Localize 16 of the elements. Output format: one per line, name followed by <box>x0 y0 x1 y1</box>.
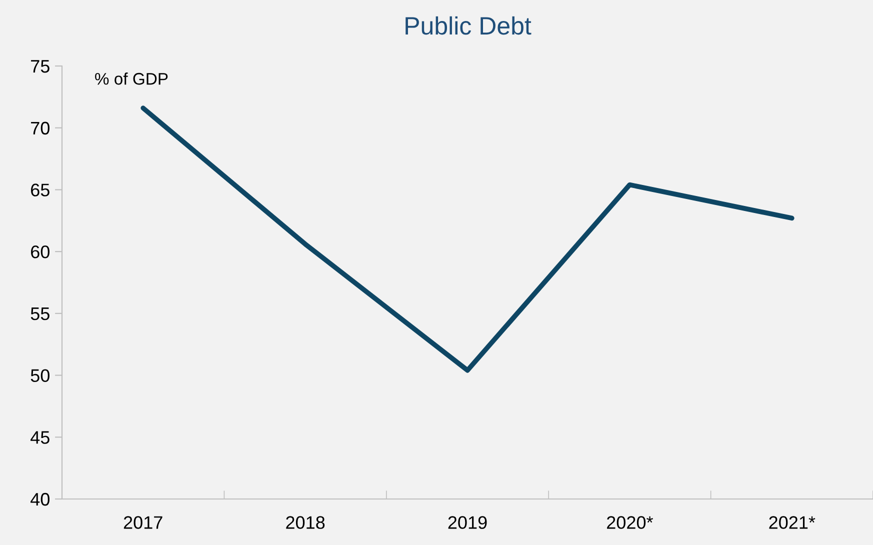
y-tick-label: 70 <box>31 122 50 135</box>
line-series <box>140 106 794 373</box>
y-tick-label: 60 <box>31 246 50 258</box>
x-tick-label: 2018 <box>286 516 325 529</box>
x-tick-label: 2017 <box>124 516 162 529</box>
y-tick-label: 75 <box>31 60 50 73</box>
x-tick-label: 2019 <box>448 516 487 529</box>
y-tick-label: 40 <box>30 492 50 506</box>
x-tick-label: 2021* <box>769 516 816 529</box>
y-tick-label: 65 <box>31 184 50 196</box>
y-axis-title: % of GDP <box>95 72 168 85</box>
y-tick-label: 45 <box>30 431 50 444</box>
chart-title: Public Debt <box>406 16 532 35</box>
y-tick-label: 50 <box>30 369 50 382</box>
x-tick-label: 2020* <box>607 516 654 529</box>
y-tick-label: 55 <box>30 308 50 320</box>
